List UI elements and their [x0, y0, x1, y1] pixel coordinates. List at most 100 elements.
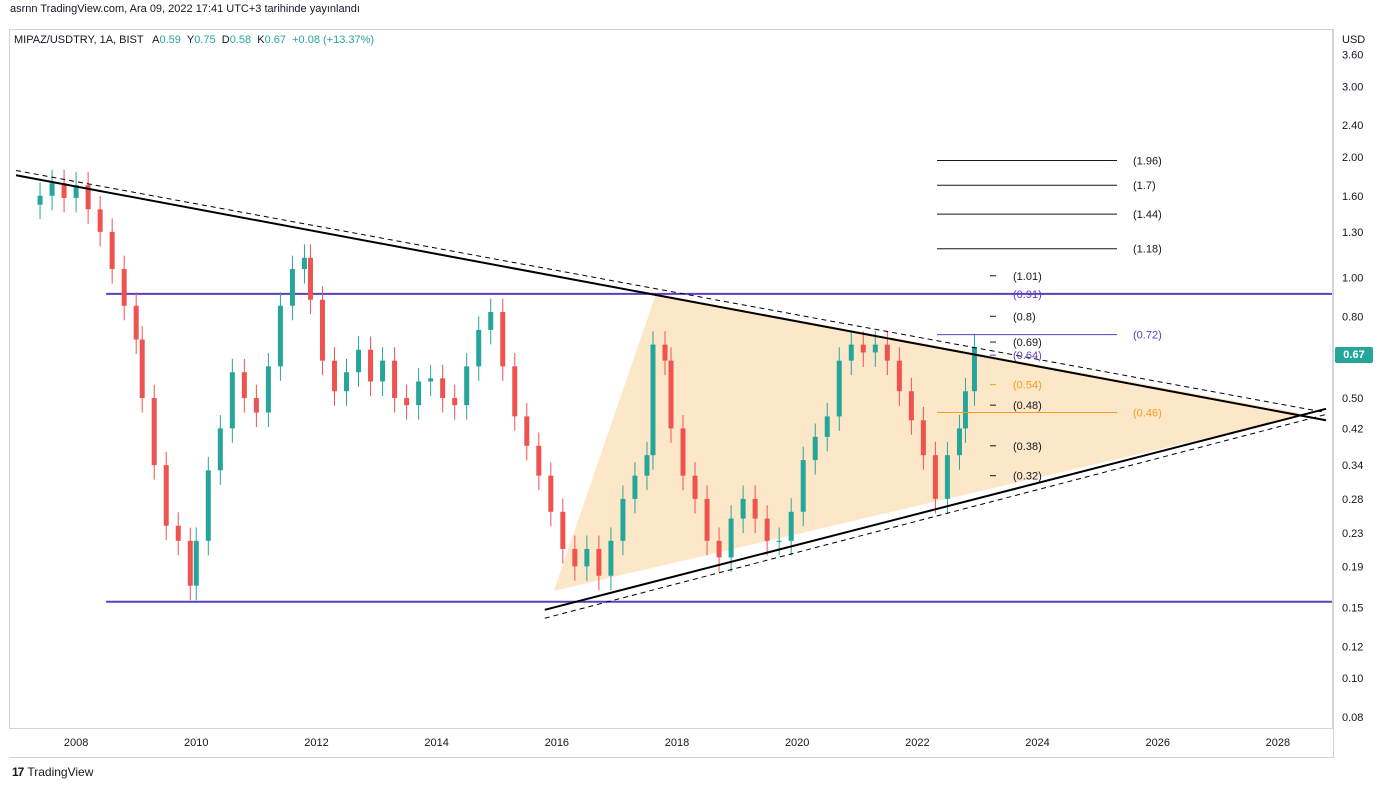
- y-tick-label: 1.00: [1342, 273, 1363, 285]
- y-tick-label: 1.30: [1342, 227, 1363, 239]
- y-tick-label: 3.60: [1342, 50, 1363, 62]
- tradingview-logo-icon: 17: [12, 765, 24, 779]
- fib-label: (0.46): [1133, 408, 1162, 420]
- legend-close-value: 0.67: [264, 34, 286, 46]
- y-tick-label: 0.34: [1342, 460, 1363, 472]
- y-tick-label: 0.42: [1342, 423, 1363, 435]
- upper-dashed-trendline: [15, 170, 1327, 414]
- candle-body: [548, 475, 554, 512]
- fib-label: (0.72): [1133, 330, 1162, 342]
- y-tick-label: 2.00: [1342, 152, 1363, 164]
- candle-body: [752, 498, 758, 519]
- candle-body: [962, 391, 968, 429]
- y-tick-label: 0.15: [1342, 602, 1363, 614]
- candle-body: [488, 312, 494, 330]
- candle-body: [452, 398, 458, 406]
- candle-body: [289, 269, 295, 306]
- legend-open-label: A: [152, 34, 160, 46]
- candle-body: [728, 518, 734, 558]
- x-tick-label: 2010: [184, 737, 208, 749]
- legend-change: +0.08 (+13.37%): [292, 34, 375, 46]
- candle-body: [253, 398, 259, 413]
- candle-body: [692, 475, 698, 499]
- candle-body: [836, 360, 842, 417]
- candle-body: [971, 347, 977, 392]
- candle-body: [121, 269, 127, 306]
- fib-label: (0.8): [1013, 311, 1036, 323]
- y-tick-label: 1.60: [1342, 191, 1363, 203]
- fib-label: (1.18): [1133, 244, 1162, 256]
- fib-label: (1.01): [1013, 271, 1042, 283]
- candle-body: [464, 366, 470, 406]
- brand-footer[interactable]: 17 TradingView: [12, 765, 93, 779]
- candle-body: [61, 183, 67, 198]
- candle-body: [896, 360, 902, 392]
- candle-body: [133, 305, 139, 340]
- candle-body: [217, 428, 223, 471]
- x-tick-label: 2014: [424, 737, 448, 749]
- legend-low-value: 0.58: [229, 34, 252, 46]
- fib-label: (0.64): [1013, 350, 1042, 362]
- candle-body: [97, 209, 103, 232]
- candle-body: [776, 540, 782, 542]
- legend-low-label: D: [221, 34, 230, 46]
- candle-body: [277, 305, 283, 367]
- legend-symbol[interactable]: MIPAZ/USDTRY, 1A, BIST: [14, 34, 144, 46]
- candle-body: [175, 525, 181, 541]
- candle-body: [307, 257, 313, 300]
- candle-body: [620, 498, 626, 541]
- chart-pane[interactable]: [9, 29, 1333, 729]
- candle-body: [151, 398, 157, 466]
- candle-body: [392, 360, 398, 399]
- candle-body: [301, 257, 307, 270]
- candle-body: [608, 540, 614, 576]
- candle-body: [644, 455, 650, 476]
- brand-name: TradingView: [27, 765, 94, 779]
- y-tick-label: 0.80: [1342, 311, 1363, 323]
- candle-body: [668, 360, 674, 429]
- candle-body: [800, 460, 806, 512]
- candle-body: [650, 344, 656, 456]
- x-tick-label: 2020: [785, 737, 809, 749]
- candle-body: [536, 445, 542, 476]
- candle-body: [908, 391, 914, 421]
- publish-attribution: asrnn TradingView.com, Ara 09, 2022 17:4…: [10, 3, 360, 15]
- candle-body: [944, 455, 950, 499]
- x-tick-label: 2026: [1145, 737, 1169, 749]
- candle-body: [872, 344, 878, 353]
- time-axis-divider: [9, 757, 1334, 758]
- fib-label: (0.69): [1013, 337, 1042, 349]
- candle-body: [572, 548, 578, 567]
- candle-body: [187, 540, 193, 586]
- candle-body: [788, 511, 794, 541]
- candle-body: [37, 195, 43, 205]
- y-tick-label: 0.19: [1342, 561, 1363, 573]
- y-tick-label: 0.28: [1342, 494, 1363, 506]
- candle-body: [416, 381, 422, 406]
- y-tick-label: 3.00: [1342, 81, 1363, 93]
- candle-body: [404, 398, 410, 406]
- candle-body: [956, 428, 962, 456]
- candle-body: [920, 420, 926, 456]
- y-tick-label: 0.10: [1342, 673, 1363, 685]
- fib-label: (0.48): [1013, 400, 1042, 412]
- candle-body: [932, 455, 938, 499]
- candle-body: [73, 185, 79, 198]
- candle-body: [139, 339, 145, 399]
- candle-body: [344, 372, 350, 392]
- fib-label: (0.32): [1013, 471, 1042, 483]
- fib-label: (1.7): [1133, 180, 1156, 192]
- legend-high-value: 0.75: [194, 34, 216, 46]
- x-tick-label: 2022: [905, 737, 929, 749]
- candle-body: [584, 548, 590, 567]
- candle-body: [812, 436, 818, 461]
- currency-label[interactable]: USD: [1342, 34, 1366, 46]
- upper-solid-trendline: [15, 174, 1327, 422]
- candle-body: [319, 299, 325, 361]
- price-axis-divider: [1333, 29, 1334, 758]
- legend-high-label: Y: [186, 34, 195, 46]
- candle-body: [331, 360, 337, 392]
- candle-body: [848, 344, 854, 361]
- candle-body: [740, 498, 746, 519]
